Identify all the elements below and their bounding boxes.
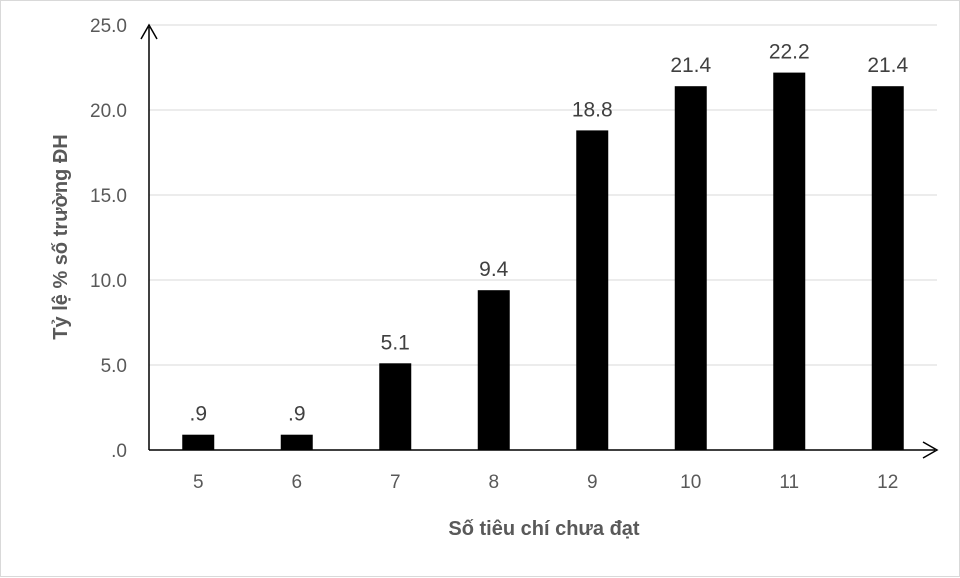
x-tick-label: 9 (587, 472, 598, 493)
data-label: .9 (189, 403, 207, 426)
x-tick-label: 12 (877, 472, 898, 493)
y-axis-title: Tỷ lệ % số trường ĐH (50, 134, 72, 339)
data-label: 21.4 (670, 54, 711, 77)
y-tick-label: 5.0 (101, 356, 127, 377)
data-label: 5.1 (381, 331, 410, 354)
x-tick-label: 10 (680, 472, 701, 493)
data-label: 9.4 (479, 258, 509, 281)
data-label: 18.8 (572, 98, 613, 121)
bar-12 (871, 86, 904, 450)
y-tick-label: 20.0 (90, 101, 127, 122)
y-tick-label: 10.0 (90, 271, 127, 292)
y-tick-label: 25.0 (90, 16, 127, 37)
bar-7 (379, 363, 412, 450)
x-tick-label: 5 (193, 472, 204, 493)
bar-5 (182, 434, 215, 450)
data-label: 22.2 (769, 41, 810, 64)
data-label: .9 (288, 403, 306, 426)
bar-6 (280, 434, 313, 450)
data-label: 21.4 (867, 54, 908, 77)
x-tick-label: 7 (390, 472, 401, 493)
bar-11 (773, 72, 806, 450)
x-axis-title: Số tiêu chí chưa đạt (448, 518, 640, 540)
axes (140, 23, 939, 459)
bar-10 (674, 86, 707, 450)
y-tick-label: 15.0 (90, 186, 127, 207)
x-tick-label: 6 (291, 472, 302, 493)
x-axis-arrow (922, 441, 939, 459)
x-tick-label: 8 (488, 472, 499, 493)
y-tick-labels: .0 5.0 10.0 15.0 20.0 25.0 (90, 16, 127, 462)
x-tick-label: 11 (779, 472, 799, 493)
x-tick-labels: 5 6 7 8 9 10 11 12 (193, 472, 898, 493)
bar-8 (477, 290, 510, 450)
data-labels: .9 .9 5.1 9.4 18.8 21.4 22.2 21.4 (189, 41, 908, 426)
bars (182, 72, 904, 450)
y-axis-arrow (140, 23, 158, 40)
gridlines (149, 24, 937, 366)
y-tick-label: .0 (111, 441, 127, 462)
bar-9 (576, 130, 609, 450)
